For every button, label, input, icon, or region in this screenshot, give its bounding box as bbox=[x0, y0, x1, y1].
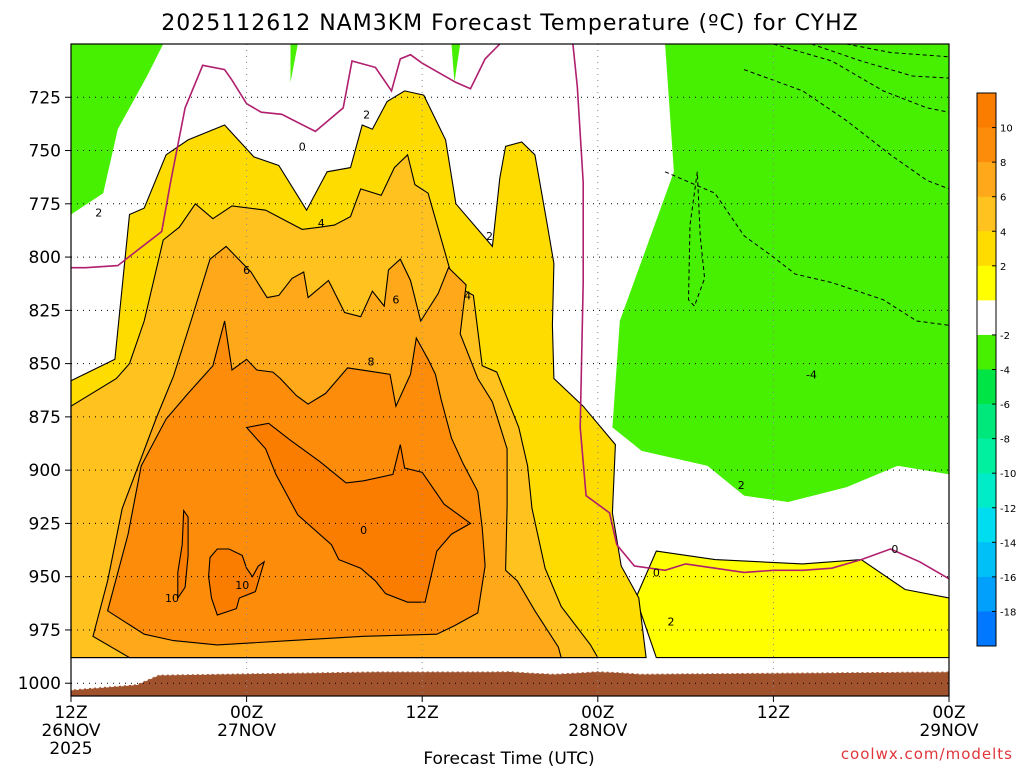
contour-label-2: 2 bbox=[363, 108, 370, 121]
contour-label-11: 10 bbox=[235, 579, 249, 592]
colorbar-label--16: -16 bbox=[1000, 573, 1016, 584]
cell-10-center bbox=[208, 548, 266, 616]
colorbar: 10 8 6 4 2 -2 -4 -6 -8 -10 -12 -14 -16 -18 bbox=[976, 92, 1016, 647]
dashed-contour-3 bbox=[773, 43, 950, 113]
x-tick-label-0-2: 2025 bbox=[49, 739, 92, 759]
contour-10 bbox=[245, 422, 472, 603]
contour-label-15: -4 bbox=[806, 368, 817, 381]
colorbar-label--6: -6 bbox=[1000, 400, 1010, 411]
colorbar-label-6: 6 bbox=[1000, 193, 1006, 204]
colorbar-label--4: -4 bbox=[1000, 366, 1010, 377]
x-tick-label-60-0: 00Z bbox=[932, 703, 965, 723]
colorbar-bin-0 bbox=[977, 265, 996, 301]
x-tick-label-0-0: 12Z bbox=[54, 703, 87, 723]
x-tick-label-48-0: 12Z bbox=[757, 703, 790, 723]
contour-label-5: 6 bbox=[243, 264, 250, 277]
colorbar-bin-4 bbox=[977, 196, 996, 232]
dashed-contour-5 bbox=[846, 43, 950, 58]
contour-label-7: 4 bbox=[464, 289, 471, 302]
grid bbox=[70, 43, 950, 697]
contour-label-16: 0 bbox=[891, 543, 898, 556]
y-tick-label-950: 950 bbox=[29, 568, 61, 588]
colorbar-bin-8 bbox=[977, 127, 996, 163]
plot-area bbox=[70, 44, 950, 696]
colorbar-bin-2 bbox=[977, 231, 996, 267]
colorbar-label-8: 8 bbox=[1000, 158, 1006, 169]
y-tick-label-775: 775 bbox=[29, 195, 61, 215]
y-tick-label-900: 900 bbox=[29, 461, 61, 481]
contour-label-9: 0 bbox=[360, 524, 367, 537]
y-tick-label-825: 825 bbox=[29, 301, 61, 321]
colorbar-bin-10 bbox=[977, 93, 996, 129]
y-tick-label-875: 875 bbox=[29, 408, 61, 428]
colorbar-bin--6 bbox=[977, 369, 996, 405]
x-tick-label-60-1: 29NOV bbox=[919, 721, 978, 741]
green-top-notch bbox=[290, 44, 298, 83]
contour-label-3: 4 bbox=[318, 217, 325, 230]
contour-label-13: 2 bbox=[667, 615, 674, 628]
colorbar-label--8: -8 bbox=[1000, 435, 1010, 446]
dashed-contour-2 bbox=[743, 69, 950, 190]
colorbar-label-4: 4 bbox=[1000, 227, 1006, 238]
yellow-low-band bbox=[635, 550, 950, 659]
contour-labels: 2 0 2 4 2 6 6 4 8 0 10 10 0 2 2 -4 0 bbox=[95, 108, 898, 628]
colorbar-bin-6 bbox=[977, 162, 996, 198]
colorbar-bin--10 bbox=[977, 438, 996, 474]
chart-title: 2025112612 NAM3KM Forecast Temperature (… bbox=[161, 11, 858, 36]
credit-text: coolwx.com/modelts bbox=[841, 745, 1013, 763]
green-top-left bbox=[71, 44, 164, 215]
colorbar-bin--2 bbox=[977, 300, 996, 336]
x-tick-label-36-0: 00Z bbox=[581, 703, 614, 723]
y-tick-label-725: 725 bbox=[29, 88, 61, 108]
colorbar-bin--18 bbox=[977, 576, 996, 612]
green-cold-region bbox=[612, 44, 949, 503]
colorbar-label-10: 10 bbox=[1000, 124, 1013, 135]
white-zero-band bbox=[612, 427, 949, 598]
y-tick-label-975: 975 bbox=[29, 621, 61, 641]
y-tick-label-1000: 1000 bbox=[18, 674, 61, 694]
colorbar-label--18: -18 bbox=[1000, 607, 1016, 618]
ground-edge bbox=[70, 670, 950, 691]
x-tick-label-24-0: 12Z bbox=[406, 703, 439, 723]
colorbar-label--14: -14 bbox=[1000, 538, 1016, 549]
zero-isotherm-0 bbox=[71, 43, 501, 269]
colorbar-label--12: -12 bbox=[1000, 504, 1016, 515]
colorbar-bin--14 bbox=[977, 507, 996, 543]
y-tick-label-925: 925 bbox=[29, 514, 61, 534]
y-tick-label-750: 750 bbox=[29, 142, 61, 162]
x-tick-label-12-0: 00Z bbox=[230, 703, 263, 723]
contour-label-4: 2 bbox=[486, 230, 493, 243]
contour-label-14: 2 bbox=[738, 479, 745, 492]
x-axis-title: Forecast Time (UTC) bbox=[423, 749, 594, 768]
y-tick-label-800: 800 bbox=[29, 248, 61, 268]
contour-label-8: 8 bbox=[367, 355, 374, 368]
x-tick-label-12-1: 27NOV bbox=[217, 721, 276, 741]
plot-border bbox=[70, 43, 950, 697]
y-axis: 725 750 775 800 825 850 875 900 925 950 975 1000 bbox=[18, 88, 71, 694]
zero-isotherm-1 bbox=[572, 43, 950, 580]
colorbar-bin--4 bbox=[977, 334, 996, 370]
contour-label-10: 10 bbox=[165, 592, 179, 605]
colorbar-bin--12 bbox=[977, 473, 996, 509]
contour-label-12: 0 bbox=[653, 566, 660, 579]
dashed-contour-0 bbox=[664, 171, 950, 326]
colorbar-bin--20 bbox=[977, 611, 996, 647]
y-tick-label-850: 850 bbox=[29, 355, 61, 375]
colorbar-label--2: -2 bbox=[1000, 331, 1010, 342]
colorbar-label-2: 2 bbox=[1000, 262, 1006, 273]
x-tick-label-0-1: 26NOV bbox=[41, 721, 100, 741]
dashed-contour-4 bbox=[811, 43, 950, 79]
contour-label-0: 2 bbox=[95, 206, 102, 219]
colorbar-label--10: -10 bbox=[1000, 469, 1016, 480]
contour-label-6: 6 bbox=[392, 294, 399, 307]
green-top-notch-2 bbox=[451, 44, 461, 83]
colorbar-bin--16 bbox=[977, 542, 996, 578]
contour-label-1: 0 bbox=[299, 140, 306, 153]
x-tick-label-36-1: 28NOV bbox=[568, 721, 627, 741]
colorbar-bin--8 bbox=[977, 404, 996, 440]
contour-lines bbox=[71, 43, 950, 580]
cell-10-west bbox=[177, 508, 189, 600]
